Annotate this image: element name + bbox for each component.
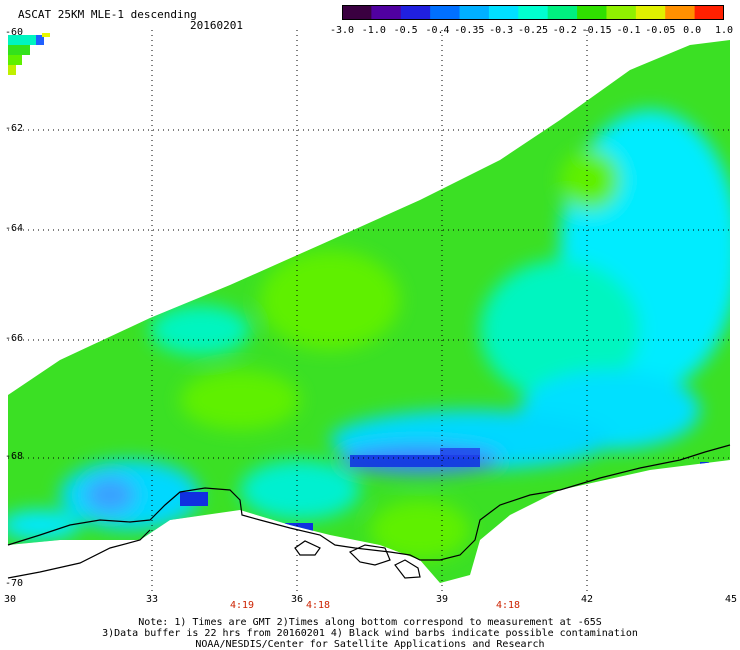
colorbar-tick-label: -1.0 <box>361 25 386 36</box>
lat-label: -62 <box>5 123 24 134</box>
colorbar-swatch <box>371 5 402 20</box>
footnote-line: Note: 1) Times are GMT 2)Times along bot… <box>138 617 602 628</box>
colorbar-swatch <box>577 5 607 20</box>
top-left-fragment <box>8 33 50 75</box>
colorbar-swatch <box>665 5 696 20</box>
colorbar-tick-label: -0.5 <box>393 25 418 36</box>
colorbar-swatch <box>635 5 666 20</box>
colorbar-swatch <box>459 5 490 20</box>
colorbar-tick-label: -0.35 <box>454 25 485 36</box>
lon-label: 30 <box>3 594 17 605</box>
lon-label: 42 <box>580 594 594 605</box>
colorbar-swatch <box>518 5 549 20</box>
colorbar-swatch <box>488 5 519 20</box>
footnote-line: NOAA/NESDIS/Center for Satellite Applica… <box>195 639 545 650</box>
pass-time: 4:18 <box>305 600 331 611</box>
colorbar-swatch <box>342 5 372 20</box>
lat-label: -60 <box>5 27 24 38</box>
lat-label: -64 <box>5 223 24 234</box>
swath <box>8 40 730 583</box>
colorbar-tick-label: -0.25 <box>517 25 549 36</box>
lon-label: 36 <box>290 594 304 605</box>
coastline <box>7 444 731 579</box>
pass-time: 4:18 <box>495 600 521 611</box>
gridlines <box>8 30 733 592</box>
colorbar-swatch <box>430 5 461 20</box>
colorbar-tick-label: -0.15 <box>581 25 612 36</box>
colorbar-swatch <box>400 5 431 20</box>
map-title: ASCAT 25KM MLE-1 descending <box>18 8 197 21</box>
map-date: 20160201 <box>190 19 243 32</box>
lon-label: 45 <box>724 594 738 605</box>
lon-label: 33 <box>145 594 159 605</box>
colorbar-tick-label: 0.0 <box>683 25 702 36</box>
colorbar-ticks: -3.0 -1.0 -0.5 -0.4 -0.35 -0.3 -0.25 -0.2 -0.15-… <box>330 25 740 39</box>
colorbar-tick-label: 1.0 <box>714 25 734 36</box>
colorbar-tick-label: -0.1 <box>616 25 641 36</box>
footnotes: Note: 1) Times are GMT 2)Times along bot… <box>0 617 740 650</box>
colorbar <box>342 5 724 20</box>
lon-label: 39 <box>435 594 449 605</box>
colorbar-swatch <box>547 5 578 20</box>
lat-label: -66 <box>5 333 24 344</box>
colorbar-tick-label: -0.05 <box>645 25 676 36</box>
colorbar-tick-label: -0.3 <box>489 25 514 36</box>
footnote-line: 3)Data buffer is 22 hrs from 20160201 4)… <box>102 628 638 639</box>
lat-label: -70 <box>5 578 24 589</box>
colorbar-swatch <box>694 5 724 20</box>
colorbar-border <box>342 5 724 20</box>
colorbar-swatch <box>606 5 637 20</box>
colorbar-tick-label: -0.2 <box>552 25 577 36</box>
pass-time: 4:19 <box>229 600 255 611</box>
colorbar-tick-label: -0.4 <box>425 25 450 36</box>
lat-label: -68 <box>5 451 24 462</box>
colorbar-tick-label: -3.0 <box>329 25 355 36</box>
